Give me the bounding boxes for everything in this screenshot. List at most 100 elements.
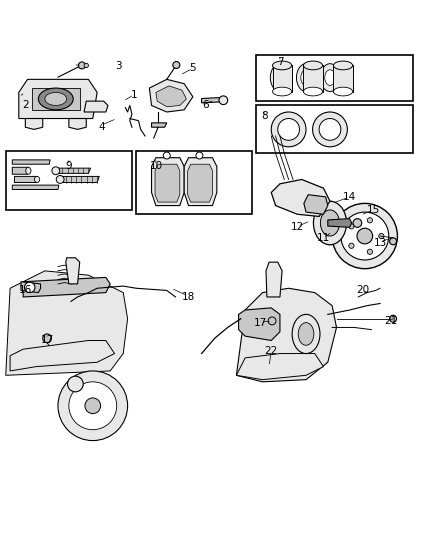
Polygon shape [19,79,97,118]
Ellipse shape [272,61,292,70]
Text: 17: 17 [254,318,267,328]
Circle shape [261,364,272,374]
Polygon shape [152,158,184,206]
Circle shape [173,61,180,68]
Text: 6: 6 [203,100,209,110]
Polygon shape [25,118,43,130]
Ellipse shape [319,118,341,140]
Text: 11: 11 [317,233,330,243]
Polygon shape [328,219,352,228]
Polygon shape [304,195,328,214]
Polygon shape [272,66,292,92]
Ellipse shape [270,63,290,92]
Polygon shape [12,167,28,174]
Ellipse shape [297,63,316,92]
Polygon shape [10,341,115,371]
Polygon shape [84,101,108,112]
Ellipse shape [45,92,67,106]
Ellipse shape [333,61,353,70]
Polygon shape [21,282,41,293]
Circle shape [84,63,88,68]
Ellipse shape [333,87,353,96]
Circle shape [367,217,373,223]
FancyBboxPatch shape [256,106,413,154]
Text: 3: 3 [116,61,122,71]
Circle shape [219,96,228,104]
Circle shape [268,317,276,325]
Text: 9: 9 [66,161,72,172]
Text: 10: 10 [149,161,162,172]
Ellipse shape [304,61,322,70]
Circle shape [353,219,362,228]
Ellipse shape [357,228,373,244]
Text: 14: 14 [343,192,356,202]
Text: 13: 13 [374,238,387,247]
Text: 15: 15 [367,205,380,215]
Circle shape [196,152,203,159]
Text: 2: 2 [22,100,28,110]
Polygon shape [6,271,127,375]
Polygon shape [304,66,322,92]
Ellipse shape [304,87,322,96]
Text: 1: 1 [131,90,138,100]
Text: 12: 12 [291,222,304,232]
Ellipse shape [275,70,285,85]
Polygon shape [12,185,59,189]
Polygon shape [201,98,221,103]
FancyBboxPatch shape [6,151,132,210]
Circle shape [163,152,170,159]
Polygon shape [155,164,180,202]
Circle shape [367,249,373,254]
Ellipse shape [58,371,127,441]
Circle shape [78,62,85,69]
Text: 17: 17 [40,335,54,345]
Text: 8: 8 [261,111,268,122]
Polygon shape [333,66,353,92]
Polygon shape [12,160,50,164]
Ellipse shape [272,87,292,96]
Text: 7: 7 [277,57,283,67]
Ellipse shape [298,322,314,345]
Circle shape [56,175,64,183]
Polygon shape [239,308,280,341]
Polygon shape [149,79,193,112]
FancyBboxPatch shape [256,55,413,101]
Text: 5: 5 [190,63,196,74]
Circle shape [390,315,396,322]
Circle shape [390,238,396,245]
Ellipse shape [341,212,389,260]
Ellipse shape [39,88,73,110]
Ellipse shape [85,398,101,414]
Polygon shape [152,123,167,127]
Text: 21: 21 [384,316,398,326]
Polygon shape [187,164,212,202]
Polygon shape [58,168,91,173]
Polygon shape [184,158,217,206]
Text: 22: 22 [265,346,278,357]
Polygon shape [32,88,80,110]
Ellipse shape [301,70,311,85]
Text: 4: 4 [98,122,105,132]
Polygon shape [62,176,99,182]
Polygon shape [266,262,282,297]
Polygon shape [156,86,186,107]
Text: 16: 16 [19,286,32,295]
Circle shape [349,224,354,229]
Polygon shape [271,180,330,216]
Circle shape [25,282,35,293]
Polygon shape [66,258,80,284]
Polygon shape [237,353,323,379]
Ellipse shape [292,314,320,353]
Ellipse shape [314,201,346,245]
Circle shape [52,167,60,175]
Ellipse shape [313,112,347,147]
Circle shape [43,334,51,343]
Polygon shape [69,118,86,130]
Polygon shape [23,277,110,297]
Ellipse shape [271,112,306,147]
Polygon shape [237,288,336,382]
Ellipse shape [26,167,31,174]
Ellipse shape [321,210,339,236]
Circle shape [379,233,384,239]
Ellipse shape [325,70,335,85]
